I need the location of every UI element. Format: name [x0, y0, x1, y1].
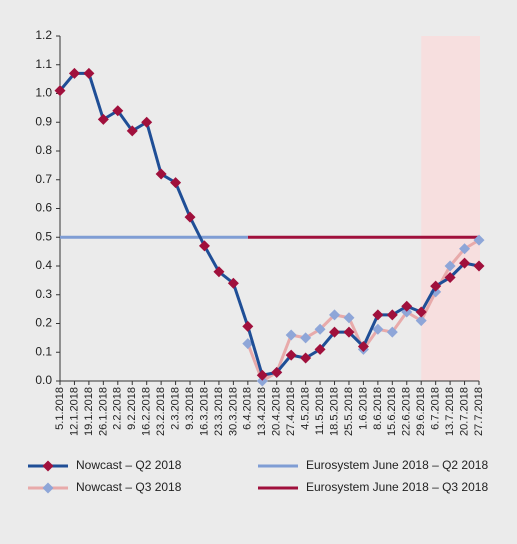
data-point	[415, 315, 427, 327]
x-tick-label: 6.4.2018	[242, 387, 254, 430]
x-tick-label: 19.1.2018	[83, 387, 95, 436]
data-point	[285, 349, 297, 361]
y-tick-label: 0.0	[35, 373, 52, 387]
x-tick-label: 26.1.2018	[97, 387, 109, 436]
data-point	[473, 234, 485, 246]
data-point	[343, 312, 355, 324]
data-point	[68, 67, 80, 79]
x-tick-label: 13.7.2018	[444, 387, 456, 436]
x-tick-label: 15.6.2018	[386, 387, 398, 436]
legend-item: Eurosystem June 2018 – Q3 2018	[258, 480, 488, 494]
x-tick-label: 9.2.2018	[126, 387, 138, 430]
data-point	[401, 300, 413, 312]
x-tick-label: 9.3.2018	[184, 387, 196, 430]
x-tick-label: 16.3.2018	[198, 387, 210, 436]
x-tick-label: 23.2.2018	[155, 387, 167, 436]
series-line	[58, 71, 480, 377]
legend-marker	[42, 460, 54, 472]
x-tick-label: 29.6.2018	[415, 387, 427, 436]
data-point	[198, 240, 210, 252]
x-tick-label: 16.2.2018	[141, 387, 153, 436]
data-point	[372, 309, 384, 321]
data-point	[314, 343, 326, 355]
data-point	[126, 125, 138, 137]
x-tick-label: 13.4.2018	[256, 387, 268, 436]
legend-item: Nowcast – Q2 2018	[28, 458, 182, 472]
data-point	[112, 105, 124, 117]
data-point	[473, 260, 485, 272]
y-tick-label: 0.5	[35, 229, 52, 243]
data-point	[83, 67, 95, 79]
data-point	[213, 266, 225, 278]
x-tick-label: 20.4.2018	[271, 387, 283, 436]
data-point	[170, 177, 182, 189]
legend-label: Eurosystem June 2018 – Q2 2018	[306, 458, 488, 472]
data-point	[285, 329, 297, 341]
y-tick-label: 1.0	[35, 86, 52, 100]
legend-label: Nowcast – Q2 2018	[76, 458, 182, 472]
shaded-period	[421, 36, 480, 381]
data-point	[386, 326, 398, 338]
data-point	[184, 211, 196, 223]
y-tick-label: 1.1	[35, 57, 52, 71]
data-point	[372, 323, 384, 335]
data-point	[300, 352, 312, 364]
data-point	[415, 306, 427, 318]
data-point	[459, 243, 471, 255]
x-tick-label: 30.3.2018	[227, 387, 239, 436]
x-tick-label: 4.5.2018	[300, 387, 312, 430]
x-tick-label: 22.6.2018	[401, 387, 413, 436]
data-point	[430, 280, 442, 292]
y-tick-label: 0.8	[35, 143, 52, 157]
y-tick-label: 0.1	[35, 344, 52, 358]
data-point	[141, 116, 153, 128]
data-point	[256, 369, 268, 381]
data-point	[256, 375, 268, 387]
data-point	[227, 277, 239, 289]
data-point	[444, 272, 456, 283]
x-tick-label: 6.7.2018	[430, 387, 442, 430]
data-point	[242, 320, 254, 332]
data-point	[97, 113, 109, 125]
data-point	[329, 326, 341, 338]
y-tick-label: 0.7	[35, 172, 52, 186]
data-point	[155, 168, 167, 180]
y-tick-label: 0.2	[35, 316, 52, 330]
x-tick-label: 8.6.2018	[372, 387, 384, 430]
data-point	[459, 257, 471, 269]
data-point	[343, 326, 355, 338]
x-tick-label: 11.5.2018	[314, 387, 326, 435]
data-point	[314, 323, 326, 335]
x-tick-label: 18.5.2018	[328, 387, 340, 436]
data-point	[357, 341, 369, 352]
legend-label: Eurosystem June 2018 – Q3 2018	[306, 480, 488, 494]
x-tick-label: 27.4.2018	[285, 387, 297, 436]
x-tick-label: 20.7.2018	[458, 387, 470, 436]
x-tick-label: 5.1.2018	[54, 387, 66, 430]
x-tick-label: 2.3.2018	[169, 387, 181, 430]
y-tick-label: 1.2	[35, 28, 52, 42]
x-tick-label: 23.3.2018	[213, 387, 225, 436]
x-tick-label: 27.7.2018	[473, 387, 485, 436]
data-point	[54, 85, 66, 97]
data-point	[444, 260, 456, 272]
x-tick-label: 1.6.2018	[357, 387, 369, 430]
legend-marker	[42, 482, 54, 494]
y-tick-label: 0.4	[35, 258, 52, 272]
legend-item: Eurosystem June 2018 – Q2 2018	[258, 458, 488, 472]
legend-item: Nowcast – Q3 2018	[28, 480, 182, 494]
y-tick-label: 0.9	[35, 114, 52, 128]
y-tick-label: 0.3	[35, 287, 52, 301]
x-tick-label: 2.2.2018	[112, 387, 124, 430]
data-point	[271, 366, 283, 378]
data-point	[386, 309, 398, 321]
x-tick-label: 25.5.2018	[343, 387, 355, 436]
x-tick-label: 12.1.2018	[68, 387, 80, 436]
legend-label: Nowcast – Q3 2018	[76, 480, 182, 494]
data-point	[329, 309, 341, 321]
y-tick-label: 0.6	[35, 201, 52, 215]
data-point	[300, 332, 312, 344]
